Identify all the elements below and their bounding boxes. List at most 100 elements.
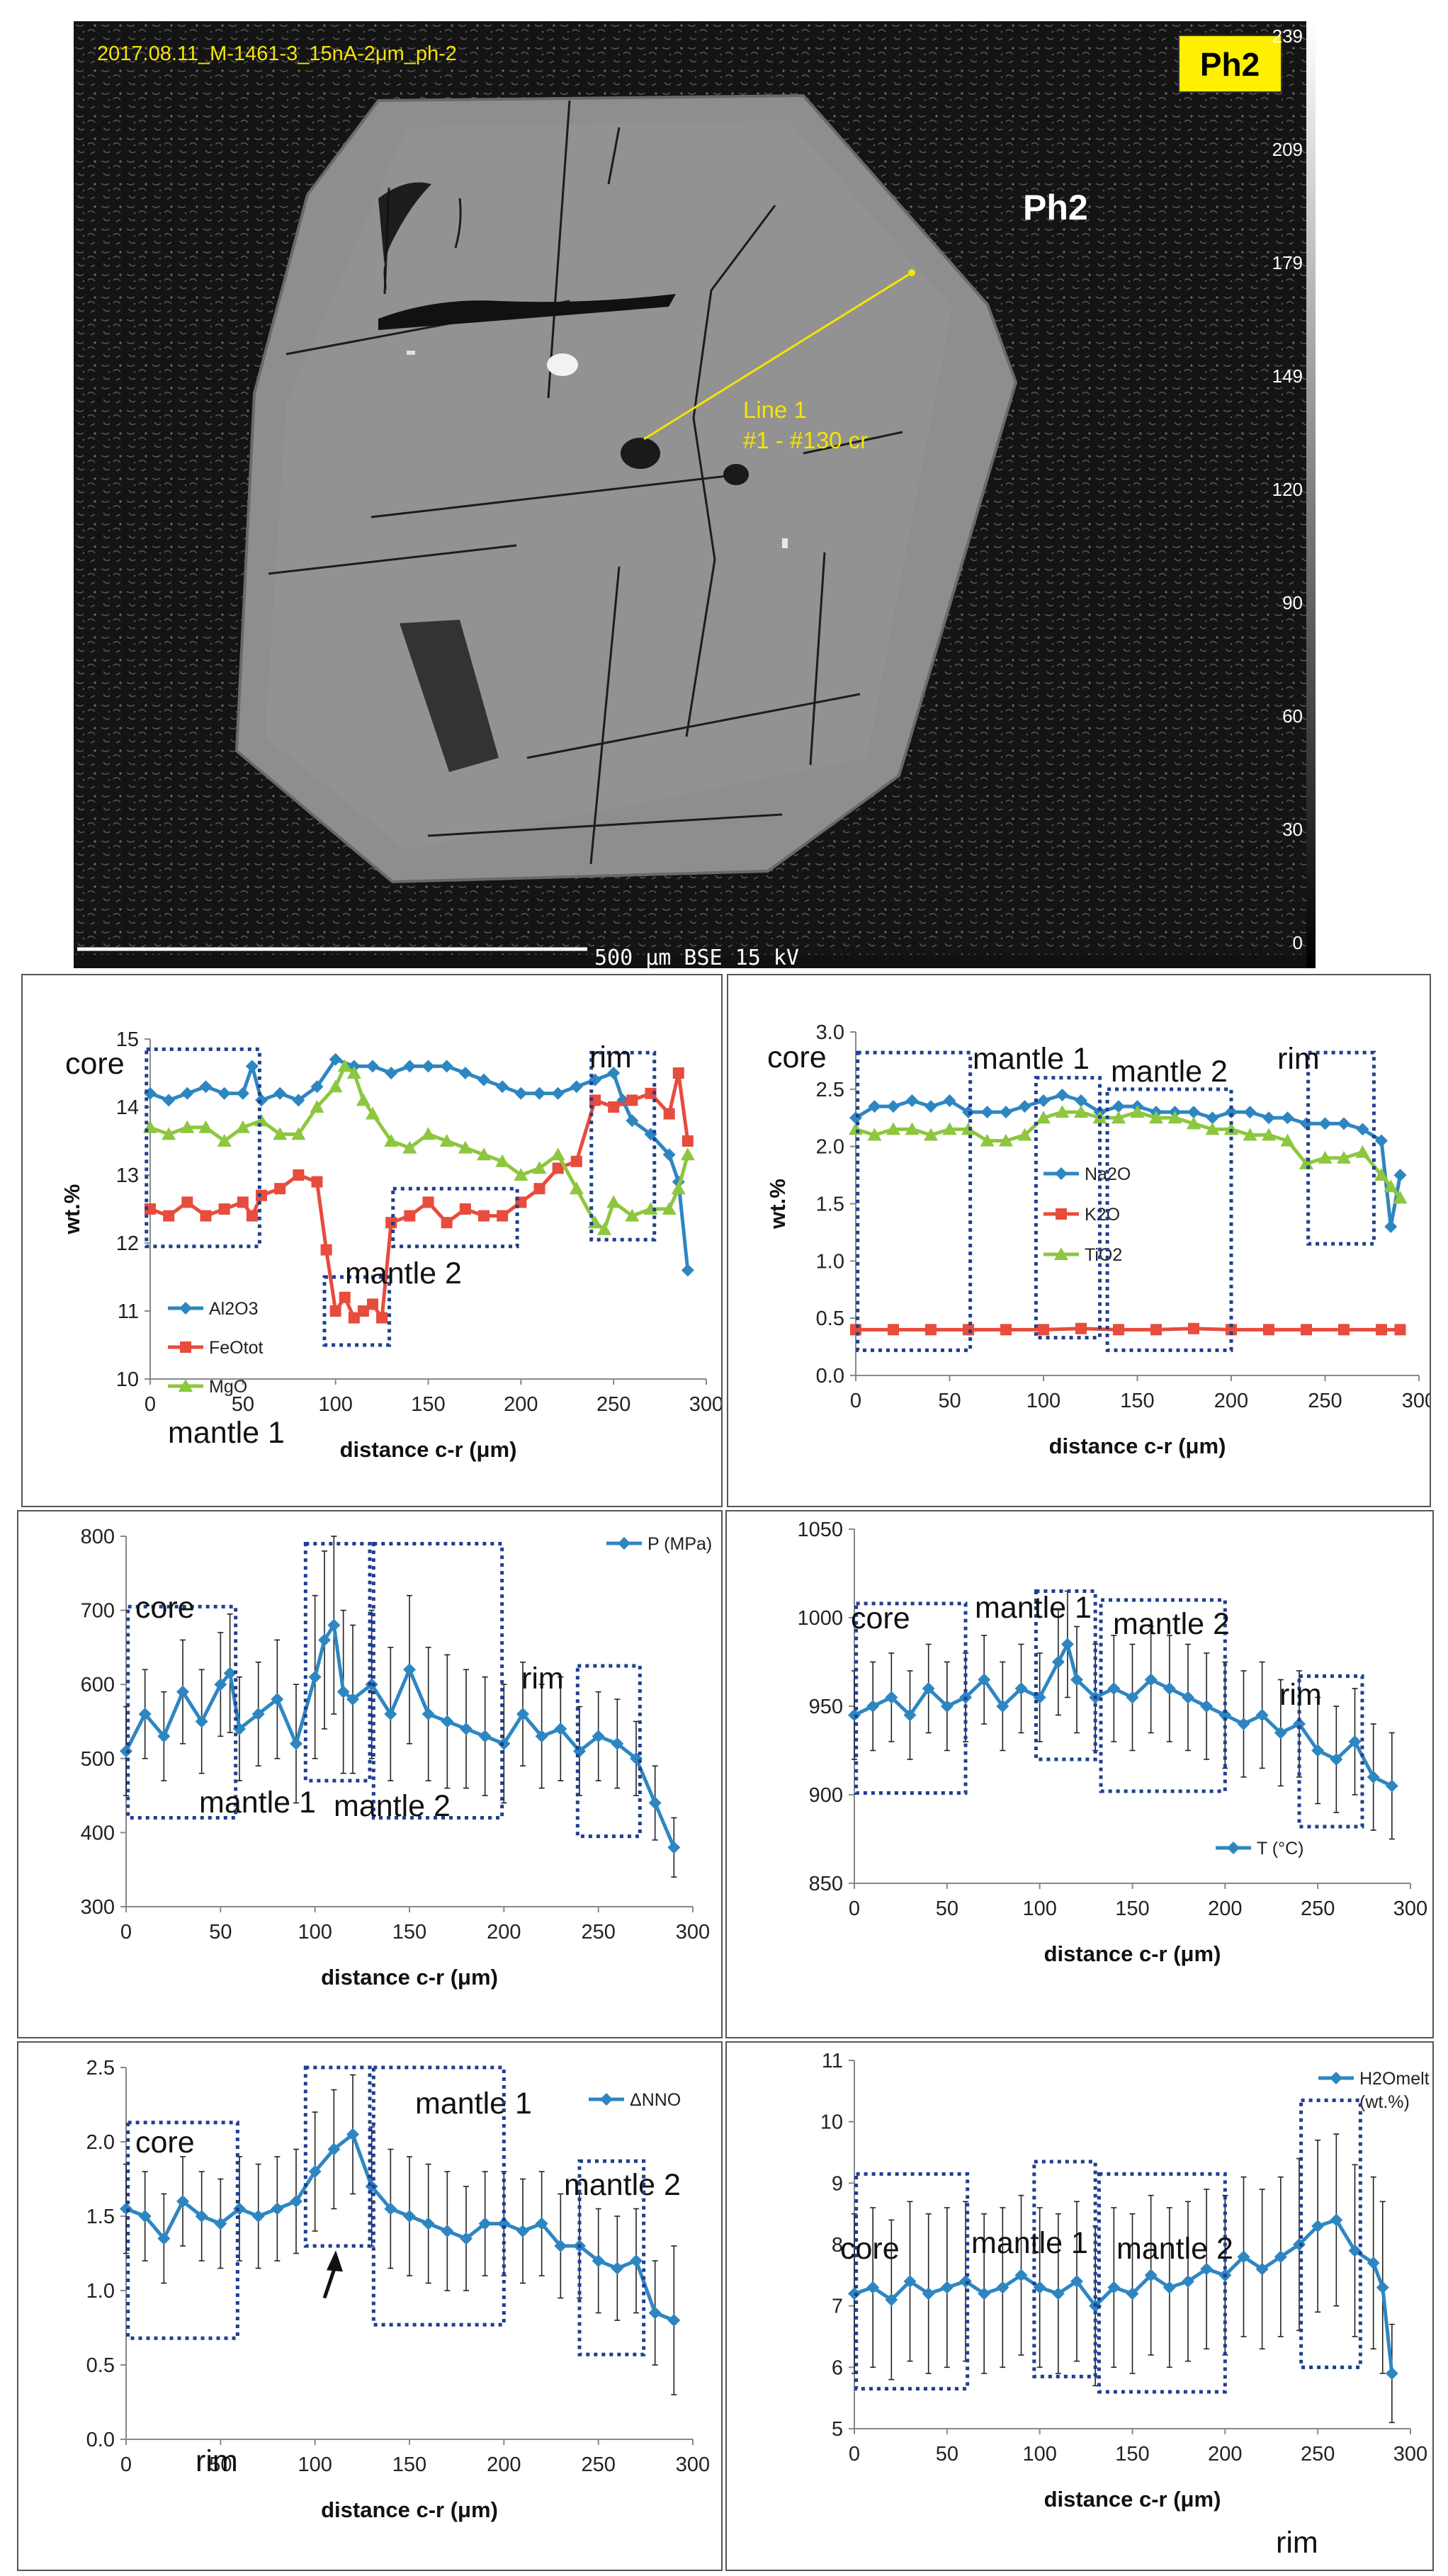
data-point	[663, 1108, 675, 1120]
data-point	[336, 1685, 350, 1698]
data-point	[532, 1161, 547, 1174]
colorbar-tick: 30	[1282, 819, 1303, 840]
data-point	[867, 1128, 882, 1141]
series-al2o3	[144, 1052, 694, 1277]
zone-box-rim	[1297, 1674, 1364, 1829]
x-tick-label: 100	[1026, 1390, 1060, 1412]
x-tick-label: 200	[1214, 1390, 1248, 1412]
x-axis-label: distance c-r (μm)	[1044, 1941, 1221, 1966]
data-point	[1144, 1673, 1158, 1686]
data-point	[996, 1700, 1009, 1713]
x-tick-label: 300	[1393, 2443, 1427, 2466]
legend-marker	[618, 1537, 630, 1550]
x-tick-label: 0	[849, 1897, 860, 1920]
data-point	[1112, 1100, 1125, 1113]
zone-box-mantle-2	[1099, 1598, 1227, 1793]
data-point	[611, 2262, 624, 2275]
x-tick-label: 200	[1208, 2443, 1242, 2466]
legend-label: (wt.%)	[1359, 2092, 1410, 2112]
data-point	[662, 1202, 677, 1215]
data-point	[237, 1196, 249, 1208]
scale-text: 500 μm BSE 15 kV	[594, 946, 799, 968]
zone-box-mantle-2	[1097, 2172, 1227, 2394]
y-tick-label: 14	[116, 1096, 139, 1119]
data-point	[214, 2217, 227, 2230]
zone-label: rim	[1276, 2526, 1318, 2560]
data-point	[255, 1094, 268, 1107]
zone-label: rim	[1279, 1678, 1322, 1712]
data-point	[514, 1086, 528, 1100]
zone-label: mantle 1	[975, 1591, 1092, 1625]
data-point	[980, 1106, 994, 1119]
data-point	[1367, 1771, 1380, 1783]
x-tick-label: 0	[850, 1390, 861, 1412]
zone-label: core	[135, 2126, 195, 2160]
y-tick-label: 2.5	[86, 2057, 115, 2079]
data-point	[1330, 1753, 1343, 1766]
data-point	[217, 1134, 232, 1147]
data-point	[1355, 1145, 1370, 1158]
data-point	[1038, 1324, 1049, 1336]
x-tick-label: 150	[392, 1921, 426, 1944]
x-axis-label: distance c-r (μm)	[321, 2497, 498, 2522]
zone-label: core	[65, 1047, 125, 1081]
x-axis-label: distance c-r (μm)	[340, 1437, 517, 1462]
series-h2omelt-wt-	[848, 2133, 1398, 2424]
data-point	[403, 1663, 416, 1676]
legend-label: H2Omelt	[1359, 2069, 1430, 2089]
crystal	[234, 93, 1018, 884]
data-point	[1055, 1105, 1070, 1118]
y-axis-label: wt.%	[60, 1184, 84, 1235]
data-point	[533, 1183, 545, 1195]
data-point	[1037, 1094, 1050, 1107]
series-t-c-	[848, 1590, 1398, 1840]
x-tick-label: 150	[392, 2453, 426, 2476]
data-point	[246, 1210, 258, 1222]
y-tick-label: 850	[809, 1873, 843, 1895]
data-point	[681, 1264, 694, 1277]
data-point	[940, 1700, 954, 1713]
data-point	[290, 2195, 302, 2208]
series-line	[125, 2133, 675, 2322]
legend-label: FeOtot	[209, 1338, 263, 1358]
data-point	[157, 1730, 171, 1743]
y-tick-label: 7	[832, 2296, 843, 2318]
data-point	[1255, 1708, 1269, 1722]
legend-label: P (MPa)	[647, 1534, 712, 1554]
annotation-arrowhead	[327, 2250, 343, 2272]
y-tick-label: 2.0	[86, 2131, 115, 2154]
zone-label: mantle 1	[973, 1042, 1090, 1076]
data-point	[195, 2210, 208, 2223]
data-point	[1293, 2238, 1306, 2251]
colorbar-tick: 149	[1272, 365, 1303, 387]
data-point	[236, 1086, 249, 1100]
data-point	[1243, 1106, 1257, 1119]
zone-label: rim	[196, 2444, 238, 2478]
x-tick-label: 100	[318, 1393, 352, 1416]
data-point	[1112, 1111, 1126, 1124]
zone-label: mantle 1	[168, 1416, 285, 1450]
y-tick-label: 500	[81, 1748, 115, 1771]
data-point	[924, 1128, 938, 1141]
zone-box-core	[126, 1604, 238, 1820]
zone-box-rim	[575, 1664, 642, 1839]
data-point	[478, 1210, 490, 1222]
data-point	[1182, 1691, 1194, 1704]
data-point	[1385, 2367, 1398, 2380]
data-point	[1074, 1105, 1088, 1118]
data-point	[346, 2128, 359, 2141]
data-point	[1330, 2213, 1343, 2227]
y-tick-label: 1000	[797, 1607, 843, 1630]
series-mgo	[143, 1059, 695, 1235]
legend-label: K2O	[1085, 1205, 1120, 1225]
x-tick-label: 50	[232, 1393, 254, 1416]
x-tick-label: 0	[120, 2453, 132, 2476]
data-point	[291, 1127, 306, 1140]
data-point	[1263, 1324, 1274, 1336]
data-point	[1182, 2275, 1194, 2288]
data-point	[1374, 1168, 1388, 1181]
data-point	[496, 1080, 509, 1094]
data-point	[357, 1305, 369, 1317]
data-point	[1393, 1191, 1408, 1204]
data-point	[273, 1127, 288, 1140]
